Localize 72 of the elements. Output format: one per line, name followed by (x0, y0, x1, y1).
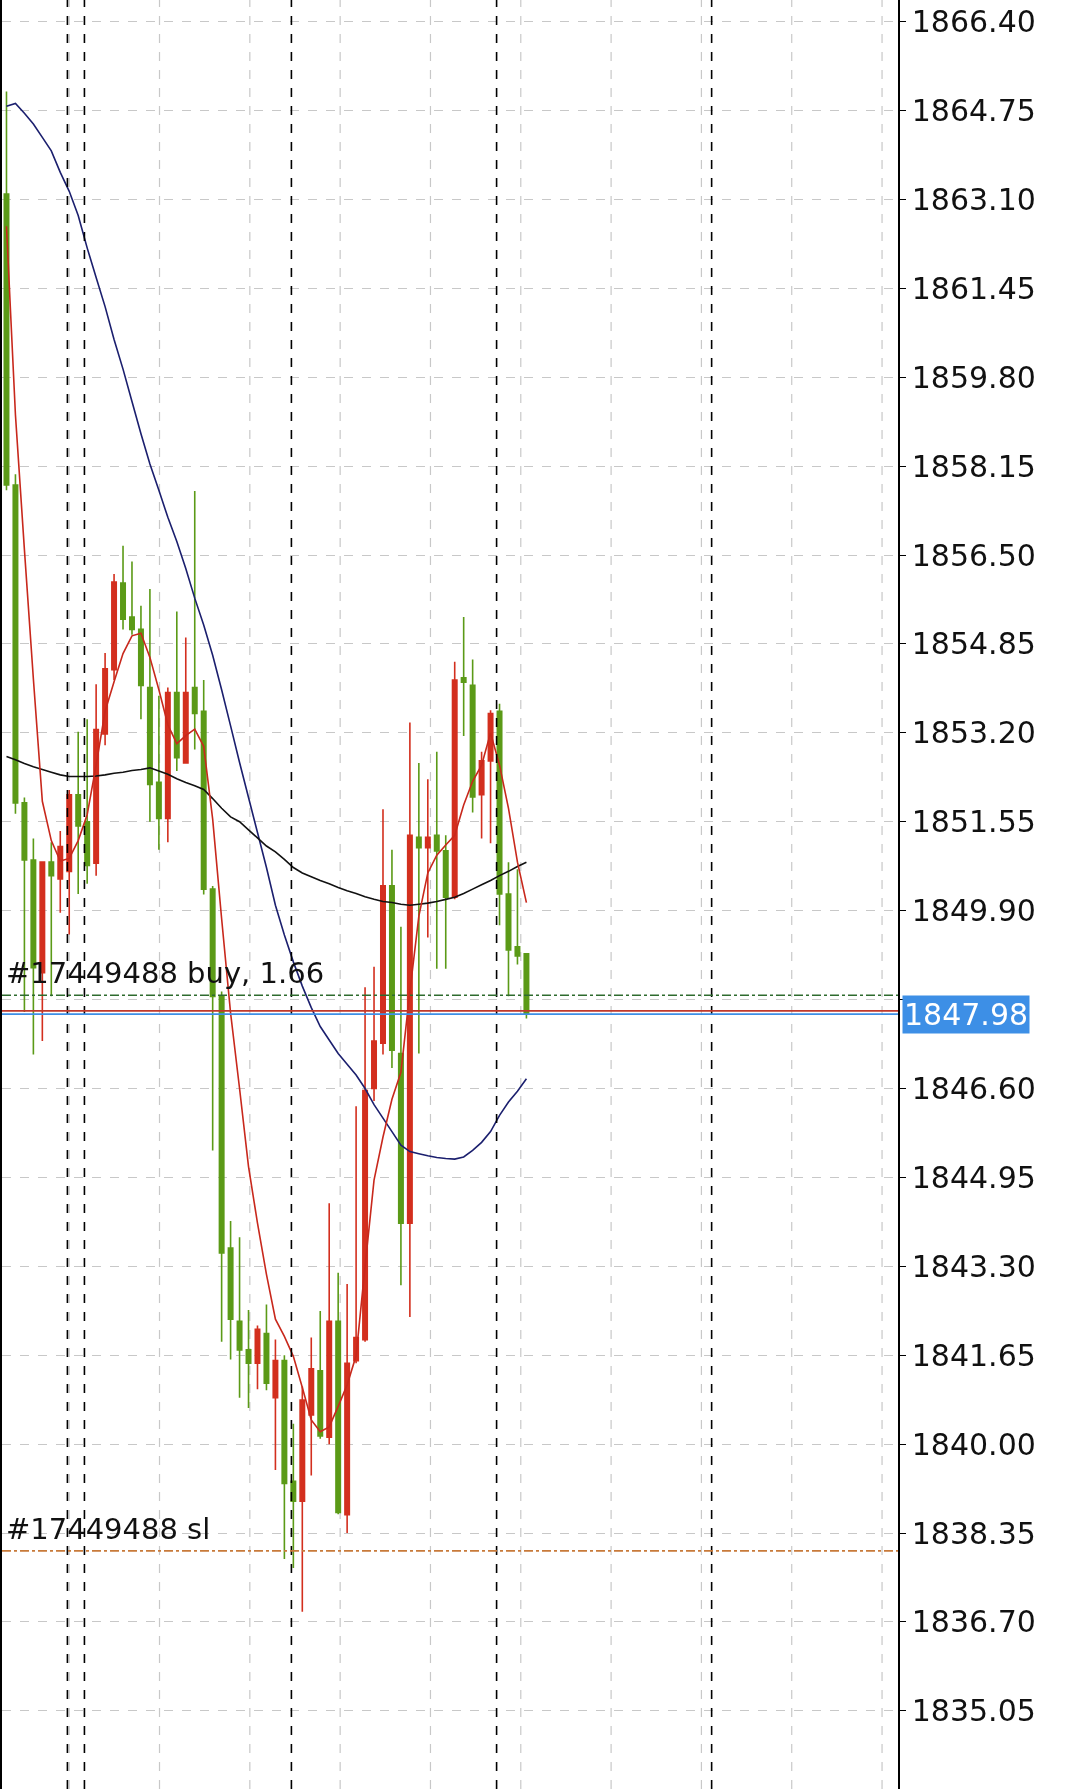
y-tick-label: 1844.95 (911, 1159, 1036, 1195)
y-tick-label: 1843.30 (911, 1248, 1036, 1284)
candlestick (84, 718, 91, 885)
y-tick-label: 1841.65 (911, 1337, 1036, 1373)
candlestick (290, 1422, 297, 1569)
candlestick (3, 90, 10, 492)
y-tick-label: 1864.75 (911, 92, 1036, 128)
y-tick-label: 1846.60 (911, 1070, 1036, 1106)
candlestick (263, 1303, 270, 1392)
candlestick (424, 778, 431, 939)
candlestick (433, 750, 440, 970)
candlestick (379, 808, 386, 1056)
candlestick (487, 709, 494, 845)
candlestick (415, 762, 422, 1055)
candlestick (128, 560, 135, 636)
candlestick (155, 694, 162, 851)
candlestick (397, 926, 404, 1286)
y-tick-label: 1863.10 (911, 181, 1036, 217)
candlestick (451, 660, 458, 901)
y-tick-label: 1856.50 (911, 537, 1036, 573)
candlestick (371, 965, 378, 1102)
candlestick (93, 683, 100, 877)
y-tick-label: 1853.20 (911, 715, 1036, 751)
candlestick (388, 848, 395, 1069)
y-tick-label: 1840.00 (911, 1426, 1036, 1462)
candlestick (460, 616, 467, 737)
candlestick (469, 658, 476, 814)
ref-line-label: #17449488 sl (6, 1512, 211, 1546)
y-tick-label: 1861.45 (911, 270, 1036, 306)
y-tick-label: 1835.05 (911, 1693, 1036, 1729)
y-tick-label: 1854.85 (911, 626, 1036, 662)
candlestick (245, 1309, 252, 1409)
candlestick (496, 702, 503, 927)
candlestick (66, 789, 73, 936)
candlestick (406, 721, 413, 1318)
candlestick (281, 1354, 288, 1560)
candlestick (514, 868, 521, 966)
candlestick (12, 473, 19, 815)
candlestick (102, 652, 109, 747)
candlestick (478, 750, 485, 840)
y-tick-label: 1851.55 (911, 804, 1036, 840)
candlestick (254, 1324, 261, 1390)
candlestick (120, 545, 127, 631)
y-tick-label: 1866.40 (911, 4, 1036, 40)
candlestick (164, 686, 171, 844)
y-tick-label: 1849.90 (911, 893, 1036, 929)
candlestick (227, 1220, 234, 1361)
candlestick (335, 1271, 342, 1515)
candlestick (353, 1105, 360, 1365)
y-tick-label: 1858.15 (911, 448, 1036, 484)
candlestick (173, 610, 180, 772)
candlestick (137, 604, 144, 721)
candlestick (272, 1338, 279, 1471)
candlestick (75, 730, 82, 895)
candlestick (146, 588, 153, 823)
y-tick-label: 1859.80 (911, 359, 1036, 395)
candlestick (442, 834, 449, 970)
y-tick-label: 1836.70 (911, 1604, 1036, 1640)
candlestick (236, 1236, 243, 1399)
line-series (5, 755, 528, 907)
candlestick (218, 990, 225, 1343)
candlestick (191, 490, 198, 751)
candlestick (182, 636, 189, 764)
candlestick (523, 952, 530, 1020)
candlestick (362, 986, 369, 1343)
candlestick (317, 1310, 324, 1440)
candlestick (111, 573, 118, 681)
line-series (5, 102, 528, 1160)
ref-line-label: 1847.98 (904, 997, 1029, 1032)
candlestick (57, 830, 64, 914)
y-tick-label: 1838.35 (911, 1515, 1036, 1551)
candlestick (200, 679, 207, 896)
